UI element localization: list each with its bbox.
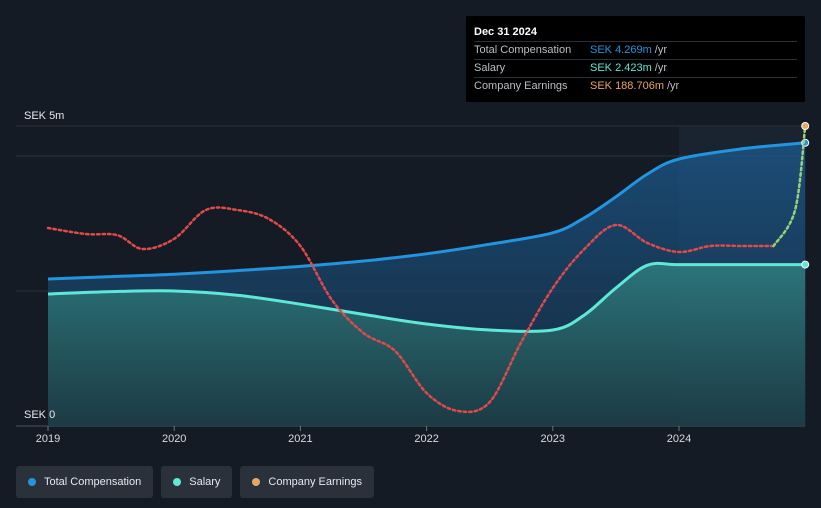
x-axis: 2019 2020 2021 2022 2023 2024 — [36, 426, 691, 445]
legend-item-company-earnings[interactable]: Company Earnings — [240, 466, 374, 498]
tooltip: Dec 31 2024 Total Compensation SEK 4.269… — [466, 16, 805, 102]
legend-item-total-compensation[interactable]: Total Compensation — [16, 466, 154, 498]
legend-dot-icon — [173, 478, 182, 486]
x-tick-label: 2022 — [414, 433, 438, 445]
company-earnings-line-negative-trend — [46, 206, 775, 414]
tooltip-row-label: Salary — [474, 62, 506, 74]
tooltip-row-label: Company Earnings — [474, 80, 568, 92]
legend-dot-icon — [28, 478, 36, 486]
x-tick-label: 2023 — [541, 433, 565, 445]
company-earnings-end-point — [801, 122, 810, 130]
salary-area — [48, 263, 806, 426]
tooltip-row-value: SEK 4.269m — [590, 44, 652, 56]
legend-item-salary[interactable]: Salary — [161, 466, 233, 498]
tooltip-row-total-compensation: Total Compensation SEK 4.269m /yr — [474, 41, 797, 59]
legend-label: Total Compensation — [44, 476, 142, 488]
tooltip-row-label: Total Compensation — [474, 44, 572, 56]
company-earnings-line-positive-trend — [772, 124, 807, 248]
tooltip-row-unit: /yr — [667, 80, 680, 92]
x-tick-label: 2019 — [36, 433, 60, 445]
area-layer — [48, 142, 806, 427]
legend-dot-icon — [252, 478, 261, 486]
tooltip-row-salary: Salary SEK 2.423m /yr — [474, 59, 797, 77]
tooltip-row-unit: /yr — [654, 62, 667, 74]
legend: Total Compensation Salary Company Earnin… — [16, 466, 374, 498]
salary-end-point — [801, 260, 810, 269]
x-tick-label: 2020 — [162, 433, 186, 445]
legend-label: Salary — [189, 476, 221, 488]
tooltip-row-value: SEK 188.706m — [590, 80, 664, 92]
x-tick-label: 2024 — [667, 433, 691, 445]
y-axis-bottom-label: SEK 0 — [24, 409, 55, 421]
tooltip-row-company-earnings: Company Earnings SEK 188.706m /yr — [474, 77, 797, 95]
y-axis-top-label: SEK 5m — [24, 110, 64, 122]
legend-label: Company Earnings — [268, 476, 362, 488]
tooltip-row-unit: /yr — [654, 44, 667, 56]
x-tick-label: 2021 — [288, 433, 312, 445]
total-compensation-line — [47, 141, 806, 281]
tooltip-date: Dec 31 2024 — [474, 26, 537, 38]
tooltip-row-value: SEK 2.423m — [590, 62, 652, 74]
salary-line — [47, 261, 806, 333]
line-layer — [46, 122, 810, 414]
